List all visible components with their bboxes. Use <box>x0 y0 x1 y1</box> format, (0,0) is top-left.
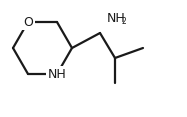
Text: NH: NH <box>107 11 125 24</box>
Text: O: O <box>23 15 33 29</box>
Text: NH: NH <box>48 68 66 80</box>
Text: 2: 2 <box>122 16 126 26</box>
